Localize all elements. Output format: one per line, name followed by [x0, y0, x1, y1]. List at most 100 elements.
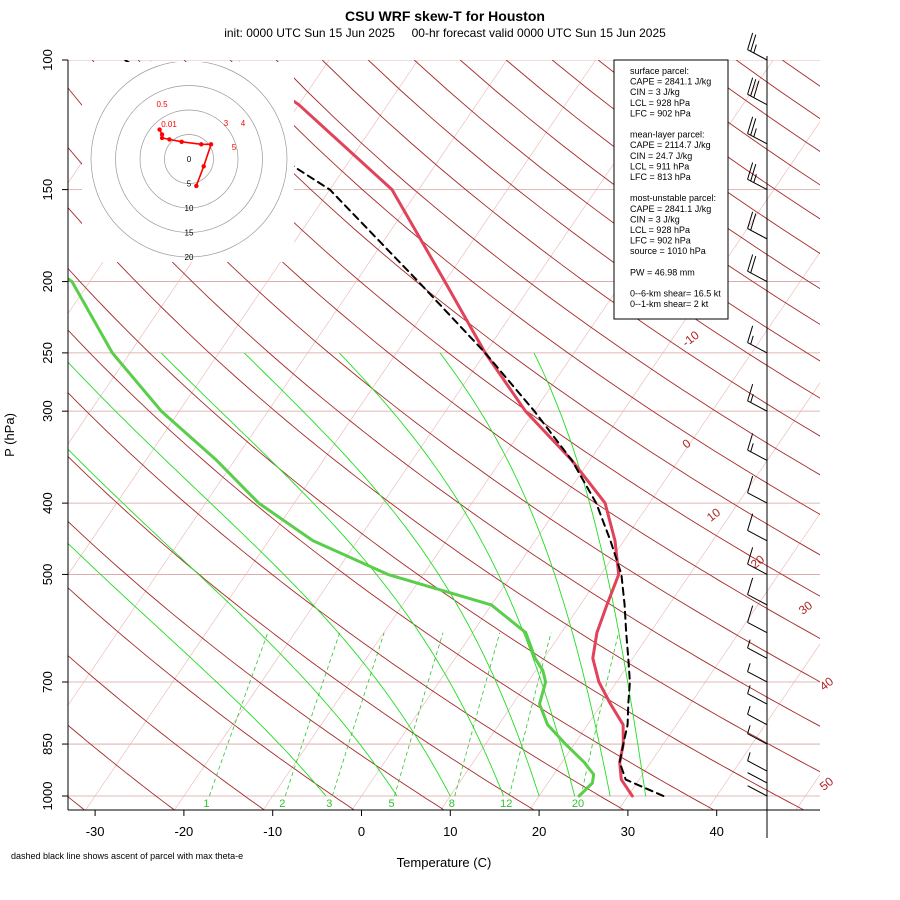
y-tick-label: 100 — [40, 49, 55, 71]
hodograph-point — [201, 164, 206, 169]
isotherm-label: 0 — [680, 436, 694, 451]
dry-adiabat — [68, 146, 820, 727]
wind-barb — [747, 211, 768, 240]
isotherm-label: -10 — [679, 328, 702, 350]
hodograph-rings — [90, 62, 288, 258]
mixing-ratio-line — [394, 632, 444, 797]
y-tick-label: 400 — [40, 492, 55, 514]
x-tick-label: 20 — [532, 824, 546, 839]
hodograph-point-label: 4 — [241, 119, 246, 128]
barb-feather — [750, 79, 757, 97]
isotherm-gridline — [68, 60, 419, 576]
isotherm-gridline — [174, 60, 685, 810]
barb-shaft — [747, 713, 768, 726]
y-tick-label: 250 — [40, 342, 55, 364]
hodograph-point — [159, 132, 165, 137]
barb-shaft — [747, 492, 768, 504]
moist-adiabat — [160, 352, 505, 797]
mixing-ratio-label: 2 — [279, 798, 285, 810]
hodograph-ring-label: 10 — [185, 204, 194, 213]
barb-shaft — [747, 760, 768, 772]
y-tick-label: 500 — [40, 564, 55, 586]
mixing-ratio-label: 20 — [572, 798, 584, 810]
barb-shaft — [747, 270, 768, 282]
dry-adiabat — [91, 60, 820, 640]
background-grid — [68, 60, 820, 797]
hodograph-point — [159, 135, 165, 141]
moist-adiabat-lines — [68, 352, 647, 797]
barb-feather — [747, 32, 754, 50]
hodograph-point — [208, 142, 214, 147]
mixing-ratio-label: 8 — [449, 798, 455, 810]
info-box-line: CIN = 3 J/kg — [630, 87, 680, 97]
temperature-line — [254, 74, 634, 798]
isotherm-label: 40 — [817, 674, 836, 693]
wind-barb — [747, 605, 768, 634]
barb-feather — [747, 547, 754, 565]
dry-adiabat — [68, 724, 176, 810]
moist-adiabat — [243, 352, 540, 797]
x-tick-label: -10 — [263, 824, 282, 839]
hodograph-point — [194, 183, 199, 189]
info-box-line: CIN = 3 J/kg — [630, 214, 680, 224]
hodograph-point-label: 0.01 — [161, 120, 177, 129]
y-tick-label: 300 — [40, 400, 55, 422]
wind-barb — [747, 577, 768, 606]
wind-barb — [747, 116, 768, 145]
wind-barb — [747, 772, 768, 784]
barb-feather — [747, 663, 751, 672]
hodograph-ring — [115, 85, 263, 233]
mixing-ratio-label: 12 — [500, 798, 512, 810]
barb-feather — [753, 128, 757, 137]
barb-feather — [747, 77, 754, 95]
chart-subtitle: init: 0000 UTC Sun 15 Jun 2025 00-hr for… — [224, 26, 666, 40]
info-box-line: LFC = 813 hPa — [630, 172, 691, 182]
dry-adiabat — [68, 520, 445, 810]
barb-shaft — [747, 342, 768, 354]
dewpoint-line — [68, 276, 596, 798]
barb-shaft — [747, 93, 768, 106]
info-box-line: surface parcel: — [630, 66, 689, 76]
barb-shaft — [747, 529, 768, 542]
footnote: dashed black line shows ascent of parcel… — [11, 851, 243, 861]
info-box — [613, 59, 729, 320]
wind-barb — [747, 162, 768, 191]
barb-feather — [750, 393, 754, 403]
wind-barb — [747, 752, 768, 772]
barb-shaft — [747, 772, 768, 784]
dry-adiabat — [781, 60, 820, 87]
hodograph-ring — [164, 134, 214, 184]
barb-shaft — [747, 449, 768, 461]
info-box-line: LCL = 911 hPa — [630, 161, 689, 171]
isotherm-label: 30 — [796, 598, 815, 617]
y-tick-label: 200 — [40, 271, 55, 293]
barb-feather — [750, 213, 757, 231]
hodograph-point — [167, 137, 172, 142]
mixing-ratio-lines — [209, 632, 619, 797]
barb-shaft — [747, 563, 768, 575]
barb-shaft — [747, 228, 768, 240]
x-tick-label: 10 — [443, 824, 457, 839]
isotherm-gridline — [795, 774, 820, 810]
info-box-line: CAPE = 2841.1 J/kg — [630, 204, 711, 214]
mixing-ratio-label: 5 — [388, 798, 394, 810]
barb-feather — [747, 752, 751, 761]
wind-barb — [747, 383, 768, 412]
y-tick-label: 700 — [40, 671, 55, 693]
dry-adiabat — [321, 60, 820, 437]
hodograph-ring — [90, 62, 288, 258]
hodograph-ring-label: 5 — [187, 180, 192, 189]
hodograph-inset: 0 5 10 15 20 0.01 0.5 3 4 5 — [82, 62, 294, 262]
dry-adiabat — [68, 392, 625, 810]
mixing-ratio-label: 3 — [326, 798, 332, 810]
info-box-line: 0--6-km shear= 16.5 kt — [630, 289, 721, 299]
moist-adiabat — [439, 352, 611, 797]
barb-shaft — [747, 400, 768, 412]
wind-barb — [747, 705, 768, 726]
wind-barb — [747, 32, 768, 61]
hodograph-ring-label: 20 — [185, 253, 194, 262]
hodograph-point-label: 5 — [232, 143, 237, 152]
info-box-line: LCL = 928 hPa — [630, 98, 690, 108]
isotherm-label: 10 — [704, 505, 723, 524]
barb-feather — [747, 577, 754, 595]
